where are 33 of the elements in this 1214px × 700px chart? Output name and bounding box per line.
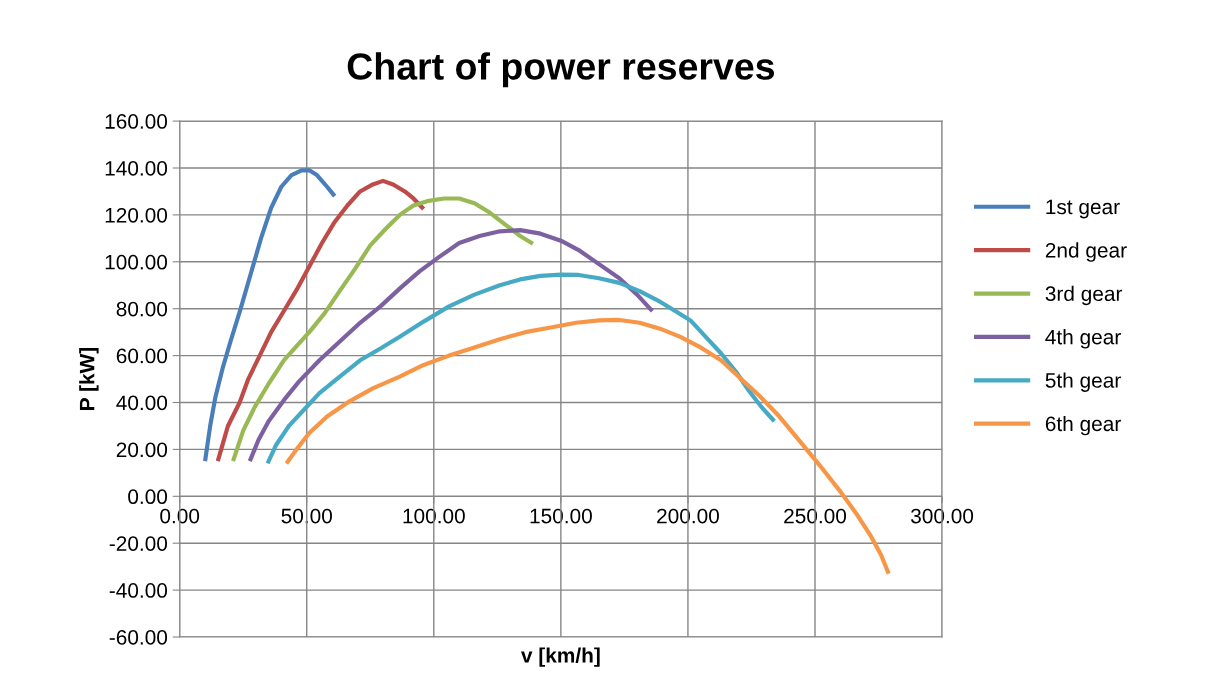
y-tick-label: 100.00 — [105, 254, 168, 270]
x-tick-label: 300.00 — [911, 508, 974, 524]
line-series — [230, 196, 535, 464]
legend-label: 4th gear — [1045, 329, 1121, 349]
y-tick-label: 120.00 — [105, 207, 168, 223]
y-tick-label: 20.00 — [116, 442, 168, 458]
x-tick-label: 150.00 — [530, 508, 592, 524]
y-tick-label: 160.00 — [105, 114, 168, 129]
y-tick-label: -40.00 — [109, 583, 168, 598]
legend-label: 5th gear — [1045, 372, 1121, 392]
x-tick-label: 50.00 — [281, 508, 332, 524]
legend-label: 3rd gear — [1045, 285, 1123, 306]
y-tick-label: -20.00 — [109, 536, 168, 551]
y-tick-label: 0.00 — [128, 489, 168, 505]
legend-label: 1st gear — [1046, 199, 1120, 219]
x-axis-title: v [km/h] — [521, 647, 600, 667]
legend-label: 2nd gear — [1045, 242, 1127, 262]
line-series — [215, 178, 426, 464]
y-tick-label: 80.00 — [116, 301, 168, 317]
line-series — [265, 272, 777, 466]
line-series — [203, 168, 337, 464]
y-tick-label: 60.00 — [116, 348, 168, 364]
x-tick-label: 0.00 — [160, 508, 200, 524]
chart-title: Chart of power reserves — [347, 52, 775, 88]
y-axis-title: P [kW] — [79, 348, 99, 410]
x-tick-label: 200.00 — [657, 508, 719, 524]
y-tick-label: 40.00 — [116, 395, 168, 411]
y-tick-label: 140.00 — [105, 161, 168, 176]
x-tick-label: 250.00 — [784, 508, 847, 524]
legend-label: 6th gear — [1045, 415, 1121, 436]
x-tick-label: 100.00 — [403, 508, 465, 524]
y-tick-label: -60.00 — [109, 630, 168, 645]
line-series — [247, 228, 655, 464]
